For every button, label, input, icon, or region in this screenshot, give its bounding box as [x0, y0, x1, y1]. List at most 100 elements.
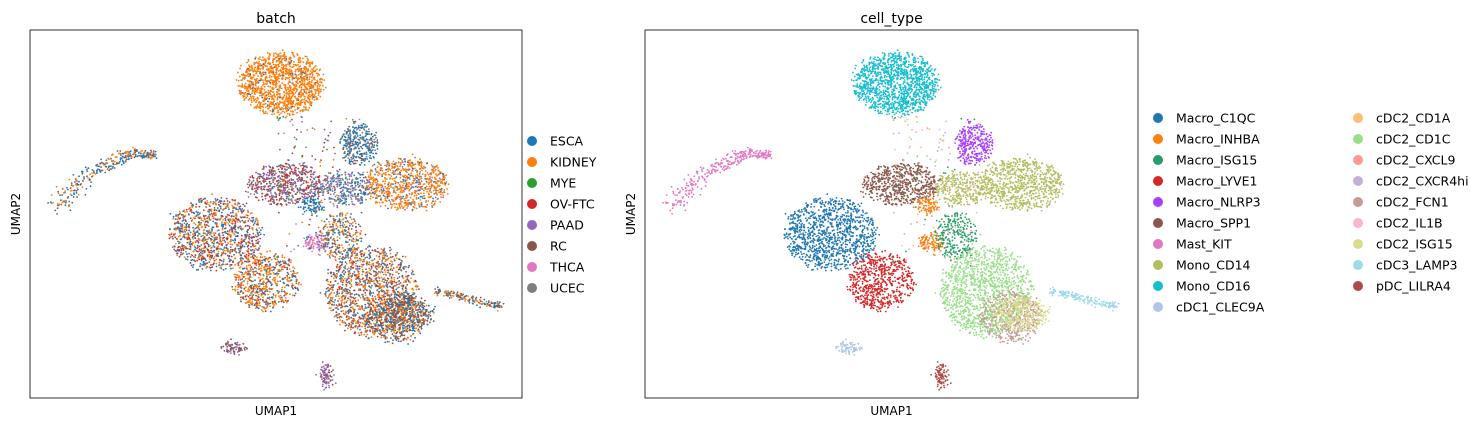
data-point	[415, 185, 418, 188]
data-point	[390, 175, 393, 178]
data-point	[283, 187, 285, 190]
data-point	[211, 254, 214, 257]
data-point	[200, 219, 203, 222]
data-point	[430, 173, 432, 176]
data-point	[387, 183, 389, 186]
data-point	[379, 205, 382, 208]
data-point	[277, 292, 280, 294]
data-point	[227, 219, 230, 222]
data-point	[268, 190, 271, 192]
data-point	[258, 87, 260, 90]
data-point	[267, 89, 270, 92]
data-point	[255, 270, 257, 273]
data-point	[262, 63, 264, 66]
data-point	[394, 182, 397, 185]
data-point	[137, 152, 140, 154]
data-point	[443, 181, 446, 184]
data-point	[290, 59, 293, 62]
data-point	[268, 170, 271, 173]
data-point	[210, 249, 213, 252]
data-point	[296, 104, 299, 106]
data-point	[262, 56, 264, 59]
data-point	[304, 172, 306, 175]
data-point	[219, 239, 222, 241]
data-point	[261, 71, 264, 74]
data-point	[320, 81, 322, 83]
data-point	[64, 199, 67, 202]
data-point	[445, 180, 448, 183]
data-point	[252, 224, 255, 226]
data-point	[214, 221, 217, 224]
data-point	[266, 275, 268, 277]
data-point	[290, 185, 292, 188]
data-point	[287, 63, 289, 65]
data-point	[288, 81, 290, 83]
data-point	[426, 203, 429, 206]
data-point	[314, 83, 316, 86]
data-point	[374, 149, 377, 152]
data-point	[257, 172, 259, 175]
data-point	[194, 246, 197, 249]
data-point	[278, 60, 281, 62]
data-point	[259, 256, 262, 258]
data-point	[299, 58, 302, 60]
data-point	[94, 173, 97, 175]
data-point	[292, 100, 295, 102]
data-point	[320, 78, 323, 80]
data-point	[245, 202, 248, 205]
data-point	[401, 160, 403, 162]
data-point	[237, 291, 239, 294]
data-point	[430, 183, 433, 186]
data-point	[270, 101, 272, 104]
data-point	[252, 82, 254, 85]
data-point	[201, 247, 203, 250]
data-point	[224, 241, 227, 243]
data-point	[381, 173, 384, 176]
data-point	[238, 249, 241, 252]
data-point	[189, 217, 192, 220]
data-point	[322, 179, 325, 182]
data-point	[84, 166, 87, 169]
data-point	[285, 69, 287, 72]
data-point	[274, 74, 276, 77]
data-point	[250, 183, 253, 185]
data-point	[374, 181, 377, 184]
data-point	[296, 88, 299, 91]
data-point	[255, 284, 258, 287]
data-point	[282, 197, 284, 200]
data-point	[282, 65, 285, 67]
data-point	[252, 179, 255, 182]
data-point	[400, 158, 402, 161]
data-point	[273, 95, 276, 97]
data-point	[418, 179, 420, 182]
data-point	[206, 200, 209, 202]
data-point	[370, 142, 373, 144]
data-point	[220, 221, 223, 224]
data-point	[286, 106, 289, 108]
data-point	[226, 243, 228, 246]
data-point	[305, 100, 308, 102]
data-point	[125, 160, 127, 162]
data-point	[299, 178, 302, 181]
data-point	[284, 297, 287, 299]
data-point	[262, 285, 265, 288]
data-point	[274, 301, 276, 303]
data-point	[221, 239, 224, 242]
data-point	[206, 262, 209, 264]
data-point	[418, 189, 421, 192]
data-point	[261, 298, 264, 301]
data-point	[250, 99, 253, 102]
data-point	[293, 77, 295, 80]
data-point	[295, 282, 298, 285]
data-point	[262, 73, 265, 76]
data-point	[275, 263, 278, 266]
data-point	[248, 304, 251, 307]
data-point	[278, 89, 281, 92]
data-point	[254, 247, 257, 250]
data-point	[304, 102, 306, 105]
data-point	[195, 203, 198, 206]
data-point	[318, 85, 321, 88]
data-point	[288, 114, 291, 117]
data-point	[416, 181, 419, 184]
data-point	[269, 256, 271, 259]
